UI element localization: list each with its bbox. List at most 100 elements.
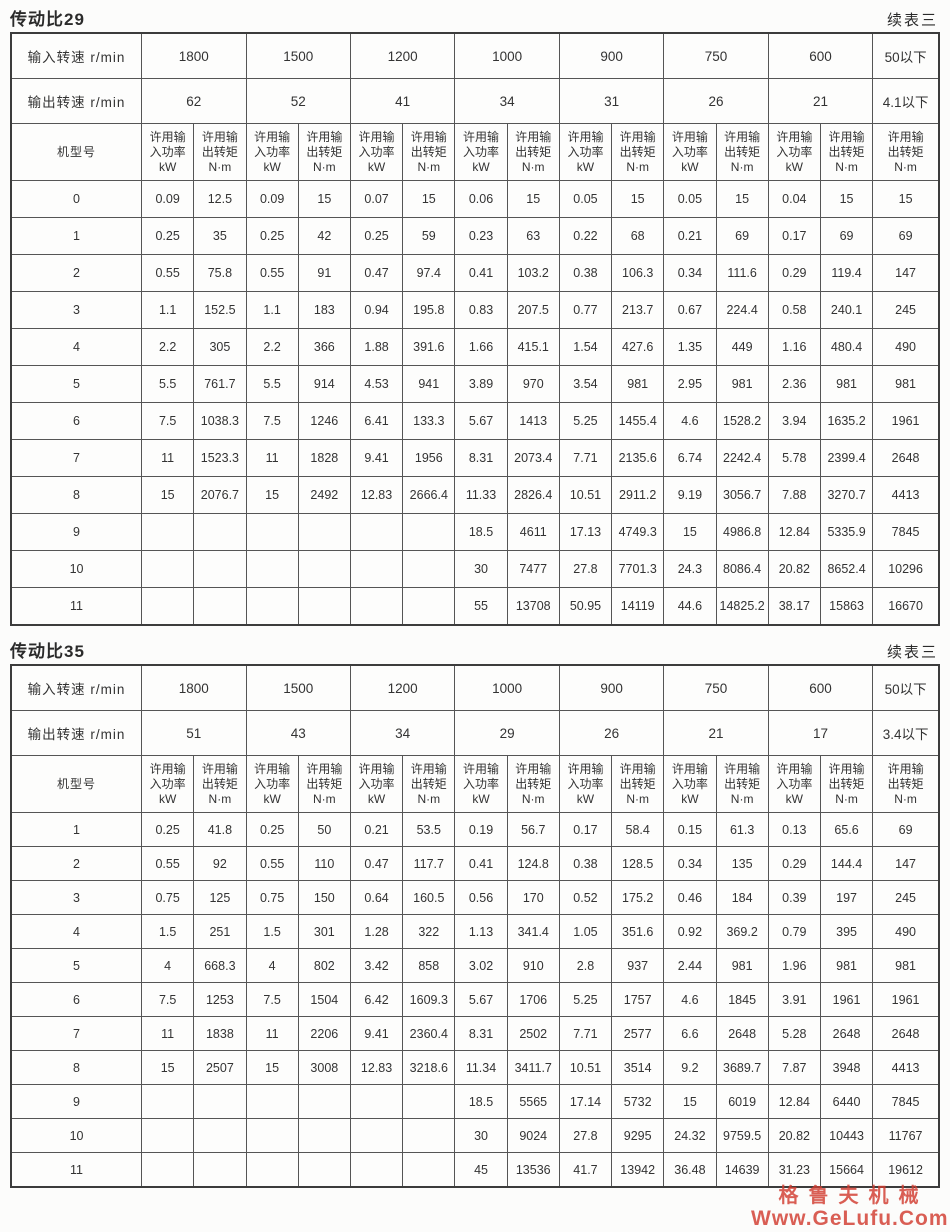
value-cell bbox=[349, 513, 404, 551]
value-cell: 15 bbox=[141, 1050, 195, 1085]
value-cell: 0.23 bbox=[454, 217, 508, 255]
value-cell: 1.5 bbox=[245, 914, 299, 949]
table2-header-row: 传动比35 续表三 bbox=[10, 638, 940, 662]
value-cell: 44.6 bbox=[663, 587, 717, 626]
value-cell: 8086.4 bbox=[715, 550, 769, 588]
value-cell: 305 bbox=[193, 328, 247, 366]
value-cell: 144.4 bbox=[819, 846, 874, 881]
value-cell: 69 bbox=[715, 217, 769, 255]
value-cell: 2.44 bbox=[663, 948, 717, 983]
value-cell: 981 bbox=[611, 365, 665, 403]
value-cell: 103.2 bbox=[506, 254, 560, 292]
data-row-model-8: 8 15 2507 15 3008 12.83 3218.6 11.34 3411.7 10.51… bbox=[10, 1050, 940, 1085]
value-cell: 0.19 bbox=[454, 812, 508, 847]
value-cell bbox=[349, 1152, 404, 1188]
value-cell: 391.6 bbox=[402, 328, 456, 366]
value-cell: 7.87 bbox=[767, 1050, 821, 1085]
data-row-model-11: 11 55 13708 50.95 14119 44.6 14825.2 38.17 15863… bbox=[10, 587, 940, 626]
value-cell: 3270.7 bbox=[819, 476, 874, 514]
value-cell: 183 bbox=[297, 291, 351, 329]
allowed-input-power-header: 许用输入功率 kW bbox=[663, 123, 717, 181]
value-cell: 858 bbox=[402, 948, 456, 983]
allowed-input-power-header: 许用输入功率 kW bbox=[349, 755, 404, 813]
value-cell: 761.7 bbox=[193, 365, 247, 403]
allowed-input-power-header-label: 许用输入功率 kW bbox=[254, 129, 291, 174]
value-cell: 195.8 bbox=[402, 291, 456, 329]
value-cell: 10.51 bbox=[558, 1050, 613, 1085]
value-cell: 14639 bbox=[715, 1152, 769, 1188]
value-cell: 0.75 bbox=[245, 880, 299, 915]
input-speed-label: 输入转速 r/min bbox=[10, 664, 143, 711]
value-cell: 5.25 bbox=[558, 402, 613, 440]
output-speed-value: 62 bbox=[141, 78, 247, 124]
value-cell: 1.35 bbox=[663, 328, 717, 366]
input-speed-label: 输入转速 r/min bbox=[10, 32, 143, 79]
value-cell: 2.2 bbox=[245, 328, 299, 366]
value-cell: 11 bbox=[245, 1016, 299, 1051]
model-number-cell: 6 bbox=[10, 402, 143, 440]
input-speed-value: 1800 bbox=[141, 32, 247, 79]
value-cell bbox=[297, 1118, 351, 1153]
value-cell: 1413 bbox=[506, 402, 560, 440]
value-cell: 1845 bbox=[715, 982, 769, 1017]
allowed-input-power-header-label: 许用输入功率 kW bbox=[671, 129, 708, 174]
value-cell: 0.55 bbox=[245, 846, 299, 881]
value-cell: 1961 bbox=[872, 982, 940, 1017]
allowed-output-torque-header: 许用输出转矩 N·m bbox=[297, 123, 351, 181]
value-cell: 9.41 bbox=[349, 1016, 404, 1051]
value-cell: 0.05 bbox=[558, 180, 613, 218]
value-cell bbox=[402, 550, 456, 588]
value-cell: 1.28 bbox=[349, 914, 404, 949]
value-cell: 490 bbox=[872, 328, 940, 366]
value-cell: 0.15 bbox=[663, 812, 717, 847]
column-header-row: 机型号 许用输入功率 kW 许用输出转矩 N·m 许用输入功率 kW 许用输出转矩 N·… bbox=[10, 755, 940, 813]
value-cell: 351.6 bbox=[611, 914, 665, 949]
value-cell bbox=[349, 587, 404, 626]
output-speed-value: 51 bbox=[141, 710, 247, 756]
allowed-input-power-header: 许用输入功率 kW bbox=[245, 123, 299, 181]
value-cell: 133.3 bbox=[402, 402, 456, 440]
value-cell: 2648 bbox=[819, 1016, 874, 1051]
value-cell: 15 bbox=[141, 476, 195, 514]
allowed-output-torque-header-label: 许用输出转矩 N·m bbox=[887, 761, 924, 806]
value-cell: 12.83 bbox=[349, 1050, 404, 1085]
value-cell: 6440 bbox=[819, 1084, 874, 1119]
allowed-input-power-header: 许用输入功率 kW bbox=[663, 755, 717, 813]
input-speed-value: 750 bbox=[663, 32, 769, 79]
value-cell: 0.55 bbox=[141, 846, 195, 881]
value-cell: 2507 bbox=[193, 1050, 247, 1085]
value-cell: 7.5 bbox=[245, 402, 299, 440]
value-cell: 0.29 bbox=[767, 254, 821, 292]
value-cell: 224.4 bbox=[715, 291, 769, 329]
value-cell: 2135.6 bbox=[611, 439, 665, 477]
value-cell: 2360.4 bbox=[402, 1016, 456, 1051]
value-cell: 4 bbox=[141, 948, 195, 983]
data-row-model-1: 1 0.25 41.8 0.25 50 0.21 53.5 0.19 56.7 0.17 58.4 0… bbox=[10, 812, 940, 847]
value-cell: 7.5 bbox=[141, 402, 195, 440]
table1-title: 传动比29 bbox=[10, 10, 85, 29]
table2-title: 传动比35 bbox=[10, 642, 85, 661]
value-cell: 4.6 bbox=[663, 402, 717, 440]
model-number-cell: 9 bbox=[10, 513, 143, 551]
data-row-model-11: 11 45 13536 41.7 13942 36.48 14639 31.23 15664 19… bbox=[10, 1152, 940, 1188]
value-cell: 1.1 bbox=[245, 291, 299, 329]
value-cell: 981 bbox=[715, 365, 769, 403]
model-number-cell: 10 bbox=[10, 550, 143, 588]
allowed-input-power-header-label: 许用输入功率 kW bbox=[358, 761, 395, 806]
value-cell: 2577 bbox=[611, 1016, 665, 1051]
value-cell: 1956 bbox=[402, 439, 456, 477]
input-speed-value: 750 bbox=[663, 664, 769, 711]
allowed-output-torque-header: 许用输出转矩 N·m bbox=[611, 123, 665, 181]
value-cell: 110 bbox=[297, 846, 351, 881]
value-cell: 0.25 bbox=[141, 812, 195, 847]
value-cell: 5.5 bbox=[245, 365, 299, 403]
value-cell: 5.28 bbox=[767, 1016, 821, 1051]
value-cell: 1.54 bbox=[558, 328, 613, 366]
value-cell: 11767 bbox=[872, 1118, 940, 1153]
value-cell: 1.5 bbox=[141, 914, 195, 949]
allowed-output-torque-header: 许用输出转矩 N·m bbox=[402, 755, 456, 813]
value-cell: 427.6 bbox=[611, 328, 665, 366]
value-cell: 9.2 bbox=[663, 1050, 717, 1085]
value-cell: 15 bbox=[506, 180, 560, 218]
value-cell: 490 bbox=[872, 914, 940, 949]
